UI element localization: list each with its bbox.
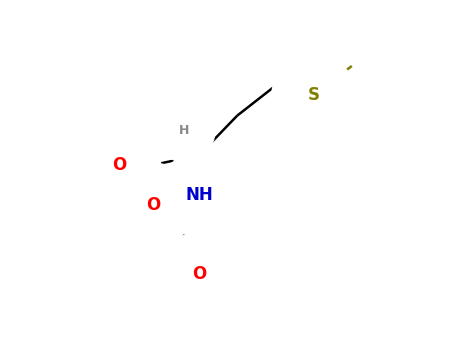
Circle shape xyxy=(157,153,241,237)
Text: O: O xyxy=(146,196,160,214)
Text: O: O xyxy=(111,156,126,174)
Circle shape xyxy=(272,54,355,137)
Text: S: S xyxy=(308,86,319,105)
Circle shape xyxy=(152,99,215,161)
Circle shape xyxy=(157,233,241,316)
Text: O: O xyxy=(192,265,206,283)
Circle shape xyxy=(77,123,161,206)
Circle shape xyxy=(111,163,195,246)
Text: H: H xyxy=(178,124,189,137)
Text: NH: NH xyxy=(185,186,213,204)
